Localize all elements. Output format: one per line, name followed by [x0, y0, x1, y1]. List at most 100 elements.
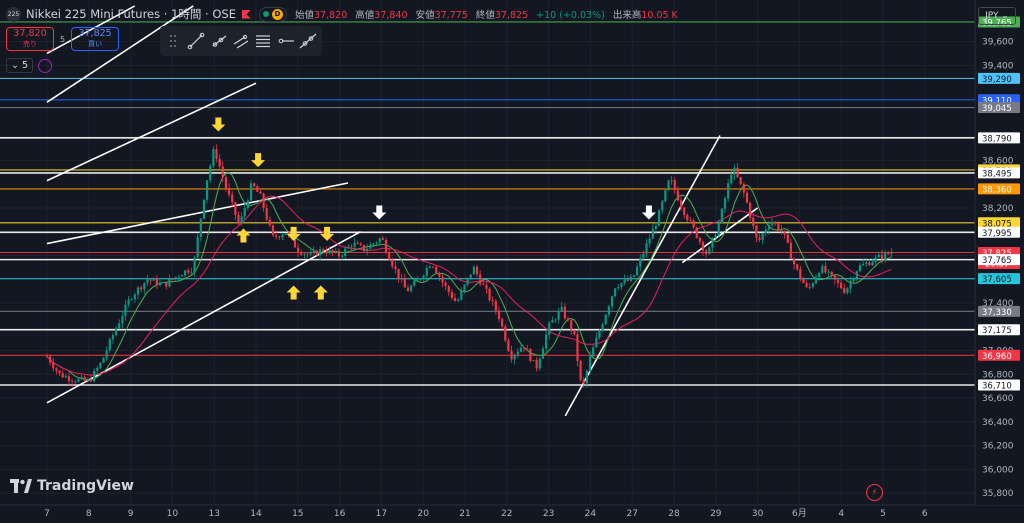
indicator-toggle[interactable]: ⌄ 5 [6, 58, 34, 73]
time-tick-label: 28 [668, 509, 680, 519]
candle-body [469, 274, 472, 278]
time-tick-label: 4 [838, 509, 844, 519]
status-dot-icon [262, 11, 269, 17]
tradingview-logo[interactable]: TradingView [10, 478, 134, 494]
candle-body [632, 275, 636, 277]
fib-retracement-icon[interactable] [254, 32, 272, 50]
drag-handle-icon[interactable] [165, 32, 183, 50]
candle-body [805, 283, 808, 288]
price-label-text: 37,825 [982, 249, 1012, 259]
time-tick-label: 27 [626, 509, 637, 519]
trend-line [46, 5, 136, 55]
candle-body [322, 249, 325, 252]
symbol-title[interactable]: Nikkei 225 Mini Futures · 1時間 · OSE [26, 7, 236, 21]
price-tick-label: 36,200 [982, 442, 1014, 452]
price-tick-label: 36,000 [982, 465, 1014, 475]
candle-body [86, 379, 89, 381]
time-tick-label: 7 [44, 509, 50, 519]
candle-body [758, 237, 761, 240]
horizontal-ray-icon[interactable] [277, 32, 295, 50]
price-label-text: 36,960 [982, 352, 1012, 362]
candle-body [868, 262, 871, 266]
candle-body [74, 381, 77, 383]
candle-body [494, 301, 497, 311]
candle-body [548, 322, 551, 335]
time-axis[interactable]: 7 8 9 10 13 14 15 16 17 20 21 22 23 24 27 28 29 30 6月 4 5 6 [44, 508, 928, 519]
time-tick-label: 10 [167, 509, 179, 519]
price-tick-label: 35,800 [982, 489, 1014, 499]
price-tick-label: 36,800 [982, 370, 1014, 380]
candle-body [422, 275, 425, 279]
candle-body [413, 280, 416, 286]
candle-body [306, 253, 309, 255]
candle-body [58, 370, 61, 374]
time-tick-label: 6月 [792, 508, 807, 519]
candle-body [708, 247, 711, 255]
alert-bolt-icon[interactable]: ⚡ [866, 484, 883, 501]
candle-body [576, 334, 579, 361]
candle-body [400, 278, 403, 280]
extended-line-icon[interactable] [299, 32, 317, 50]
arrow-down-icon [372, 205, 387, 220]
candle-body [554, 319, 557, 321]
candle-body [441, 276, 444, 283]
candle-body [171, 278, 174, 280]
candle-body [190, 271, 193, 273]
candle-body [174, 276, 177, 280]
trade-panel: 37,820 売り 5 37,825 買い [6, 27, 120, 51]
flag-icon[interactable] [241, 9, 251, 19]
price-label-tag [978, 324, 1020, 336]
buy-label: 買い [88, 40, 103, 48]
time-tick-label: 14 [250, 509, 262, 519]
candle-body [149, 279, 152, 281]
candle-body [720, 208, 723, 223]
price-label-text: 37,995 [982, 229, 1012, 239]
indicator-settings-icon[interactable] [38, 58, 53, 73]
time-tick-label: 22 [501, 509, 512, 519]
sell-button[interactable]: 37,820 売り [6, 27, 54, 51]
candle-body [479, 274, 482, 284]
candle-body [410, 285, 413, 292]
candle-body [673, 180, 676, 191]
candle-body [827, 271, 830, 273]
price-label-tag [978, 183, 1020, 195]
candle-body [300, 252, 303, 255]
volume-value: 10.05 K [641, 10, 678, 21]
price-tick-label: 38,200 [982, 204, 1014, 214]
time-tick-label: 9 [128, 509, 134, 519]
price-axis[interactable]: 39,60039,40038,80038,60038,20038,00037,8… [976, 0, 1024, 505]
candle-body [460, 290, 463, 300]
time-tick-label: 13 [208, 509, 219, 519]
candle-body [158, 282, 162, 286]
price-tick-label: 36,600 [982, 394, 1014, 404]
candle-body [180, 275, 184, 277]
price-label-tag [978, 254, 1020, 266]
time-tick-label: 16 [334, 509, 346, 519]
currency-select[interactable]: JPY ⌄ [978, 7, 1016, 25]
price-label-text: 37,765 [982, 256, 1012, 266]
candle-body [745, 192, 749, 203]
candle-body [268, 219, 271, 226]
trend-line-icon[interactable] [187, 32, 205, 50]
candle-body [444, 282, 447, 287]
candle-body [366, 248, 369, 252]
candle-body [466, 277, 469, 285]
candle-body [683, 207, 686, 215]
candle-body [199, 218, 202, 237]
parallel-channel-icon[interactable] [232, 32, 250, 50]
candle-body [560, 306, 563, 311]
candle-body [315, 250, 319, 256]
buy-button[interactable]: 37,825 買い [71, 27, 120, 51]
candle-body [701, 241, 705, 251]
candle-body [259, 191, 262, 194]
candle-body [384, 239, 388, 253]
price-tick-label: 38,600 [982, 156, 1014, 166]
price-label-text: 37,605 [982, 275, 1012, 285]
ray-line-icon[interactable] [210, 32, 228, 50]
candle-body [438, 273, 441, 277]
candle-body [657, 210, 661, 226]
candle-body [529, 349, 532, 362]
market-status[interactable]: D [258, 6, 287, 22]
candle-body [629, 276, 632, 281]
